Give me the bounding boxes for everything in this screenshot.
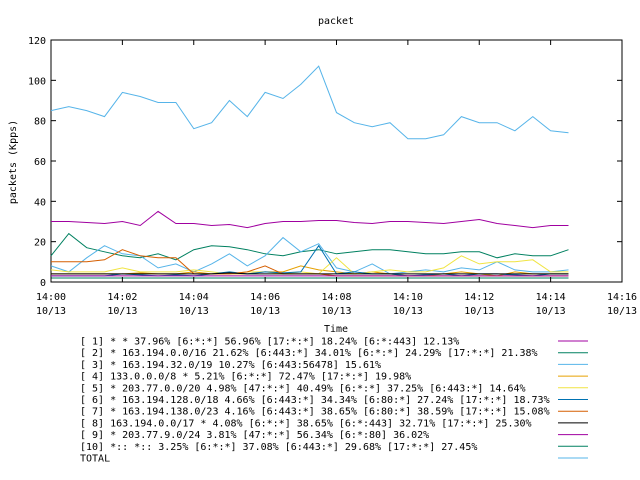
series-line-5 [50, 255, 569, 275]
legend-label: [ 8] 163.194.0.0/17 * 4.08% [6:*:*] 38.6… [80, 418, 532, 429]
x-tick-label-date: 10/13 [107, 306, 137, 317]
y-axis-label: packets (Kpps) [8, 120, 19, 204]
x-tick-label-date: 10/13 [464, 306, 494, 317]
x-tick-label-time: 14:08 [321, 292, 351, 303]
series-line-3 [50, 236, 569, 275]
x-tick-label-date: 10/13 [250, 306, 280, 317]
x-axis-label: Time [324, 324, 348, 335]
series-line-6 [51, 244, 569, 277]
y-tick-label: 0 [40, 278, 46, 289]
y-tick-label: 80 [34, 117, 46, 128]
x-tick-label-time: 14:14 [536, 292, 566, 303]
legend-label: [ 3] * 163.194.32.0/19 10.27% [6:443:564… [80, 360, 381, 371]
x-tick-label-time: 14:00 [36, 292, 66, 303]
legend-label: [ 5] * 203.77.0.0/20 4.98% [47:*:*] 40.4… [80, 383, 526, 394]
axis-layer: 0 20 40 60 80 100 120 14:00 10/13 14:02 10/13 14:04… [28, 36, 637, 317]
legend-label: TOTAL [80, 454, 110, 465]
legend-label: [ 9] * 203.77.9.0/24 3.81% [47:*:*] 56.3… [80, 430, 429, 441]
x-tick-label-time: 14:12 [464, 292, 494, 303]
legend-label: [ 1] * * 37.96% [6:*:*] 56.96% [17:*:*] … [80, 337, 459, 348]
x-tick-label-time: 14:10 [393, 292, 423, 303]
y-tick-label: 20 [34, 238, 46, 249]
legend-label: [10] *:: *:: 3.25% [6:*:*] 37.08% [6:443… [80, 442, 477, 453]
series-layer [50, 65, 569, 279]
legend-label: [ 4] 133.0.0.0/8 * 5.21% [6:*:*] 72.47% … [80, 372, 411, 383]
legend: [ 1] * * 37.96% [6:*:*] 56.96% [17:*:*] … [80, 337, 588, 465]
x-tick-label-date: 10/13 [607, 306, 637, 317]
series-line-11 [50, 65, 569, 140]
x-tick-label-date: 10/13 [179, 306, 209, 317]
x-tick-label-time: 14:04 [179, 292, 209, 303]
chart-title: packet [318, 16, 354, 27]
legend-label: [ 6] * 163.194.128.0/18 4.66% [6:443:*] … [80, 395, 550, 406]
plot-frame [50, 39, 623, 283]
x-tick-label-date: 10/13 [393, 306, 423, 317]
y-tick-label: 100 [28, 76, 46, 87]
y-tick-label: 40 [34, 197, 46, 208]
series-line-1 [51, 210, 569, 229]
legend-label: [ 7] * 163.194.138.0/23 4.16% [6:443:*] … [80, 407, 550, 418]
x-tick-label-time: 14:02 [107, 292, 137, 303]
series-line-8 [51, 272, 569, 275]
x-tick-label-time: 14:16 [607, 292, 637, 303]
x-tick-label-date: 10/13 [321, 306, 351, 317]
x-tick-label-date: 10/13 [36, 306, 66, 317]
y-tick-label: 120 [28, 36, 46, 47]
x-tick-label-date: 10/13 [536, 306, 566, 317]
legend-label: [ 2] * 163.194.0.0/16 21.62% [6:443:*] 3… [80, 348, 538, 359]
series-line-2 [50, 232, 569, 261]
y-tick-label: 60 [34, 157, 46, 168]
x-tick-label-time: 14:06 [250, 292, 280, 303]
